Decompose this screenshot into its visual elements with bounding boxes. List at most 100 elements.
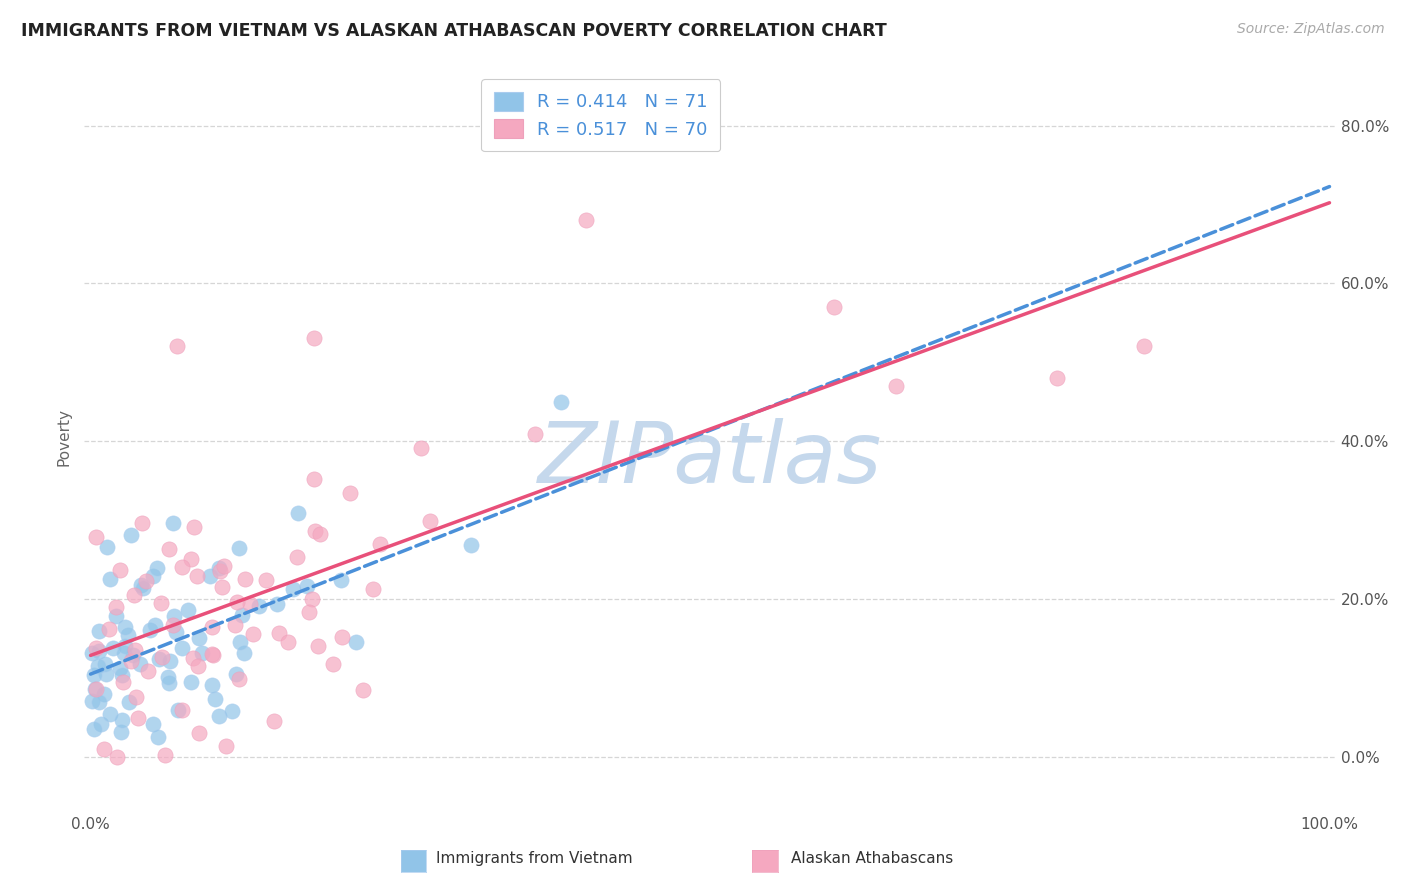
Point [575,213,598,227]
Point [201,647,224,661]
Point [162,516,184,531]
Point [150,596,173,610]
Point [135,574,157,588]
Point [215,739,238,754]
Point [120,528,142,542]
Point [114,639,136,653]
Point [83,723,105,737]
Point [370,536,392,550]
Point [226,595,249,609]
Point [460,538,482,552]
Point [90,717,112,731]
Point [146,561,169,575]
Point [232,646,254,660]
Point [1046,371,1069,385]
Text: Alaskan Athabascans: Alaskan Athabascans [790,851,953,865]
Point [84,681,107,696]
Point [110,661,132,675]
Point [142,569,165,583]
Point [208,561,231,575]
Point [165,624,187,639]
Point [111,713,134,727]
Point [229,634,252,648]
Point [329,573,352,587]
Point [339,485,361,500]
Point [96,540,118,554]
Point [181,651,204,665]
Point [346,634,368,648]
Point [267,625,290,640]
Point [177,603,200,617]
Point [111,675,134,690]
Point [98,623,121,637]
Point [550,394,572,409]
Point [162,618,184,632]
Point [361,582,384,596]
Point [129,578,152,592]
Point [224,618,246,632]
Point [242,627,264,641]
Point [221,704,243,718]
Point [418,514,440,528]
Point [307,639,329,653]
Point [263,714,285,728]
Point [124,643,146,657]
Point [287,507,309,521]
Point [166,703,188,717]
Point [136,665,159,679]
Point [101,640,124,655]
Point [94,657,117,672]
Point [155,747,177,762]
Point [308,527,330,541]
Point [304,524,326,539]
Point [84,530,107,544]
Point [211,580,233,594]
Point [225,666,247,681]
Point [150,649,173,664]
Point [322,657,344,672]
Legend: R = 0.414   N = 71, R = 0.517   N = 70: R = 0.414 N = 71, R = 0.517 N = 70 [481,79,720,152]
Point [105,749,128,764]
Point [98,707,121,722]
Point [163,608,186,623]
Point [131,516,153,530]
Point [170,640,193,655]
Point [190,646,212,660]
Point [127,711,149,725]
Point [188,726,211,740]
Point [352,682,374,697]
Point [104,609,127,624]
Point [110,668,132,682]
Point [125,690,148,704]
Point [80,646,103,660]
Point [233,573,256,587]
Point [87,644,110,658]
Point [201,620,224,634]
Point [823,300,845,314]
Point [142,717,165,731]
Point [124,588,146,602]
Point [104,599,127,614]
Point [132,582,155,596]
Point [302,472,325,486]
Point [112,646,135,660]
Point [143,617,166,632]
Point [204,692,226,706]
Point [231,608,253,623]
Point [239,597,262,611]
Point [121,648,143,662]
Point [114,620,136,634]
Point [93,687,115,701]
Point [87,659,110,673]
Point [156,670,179,684]
Point [148,652,170,666]
Point [82,694,104,708]
Point [110,724,132,739]
Point [87,695,110,709]
Point [281,582,304,597]
Point [87,624,110,639]
Point [120,654,142,668]
Point [228,541,250,556]
Point [277,635,299,649]
Point [212,559,235,574]
